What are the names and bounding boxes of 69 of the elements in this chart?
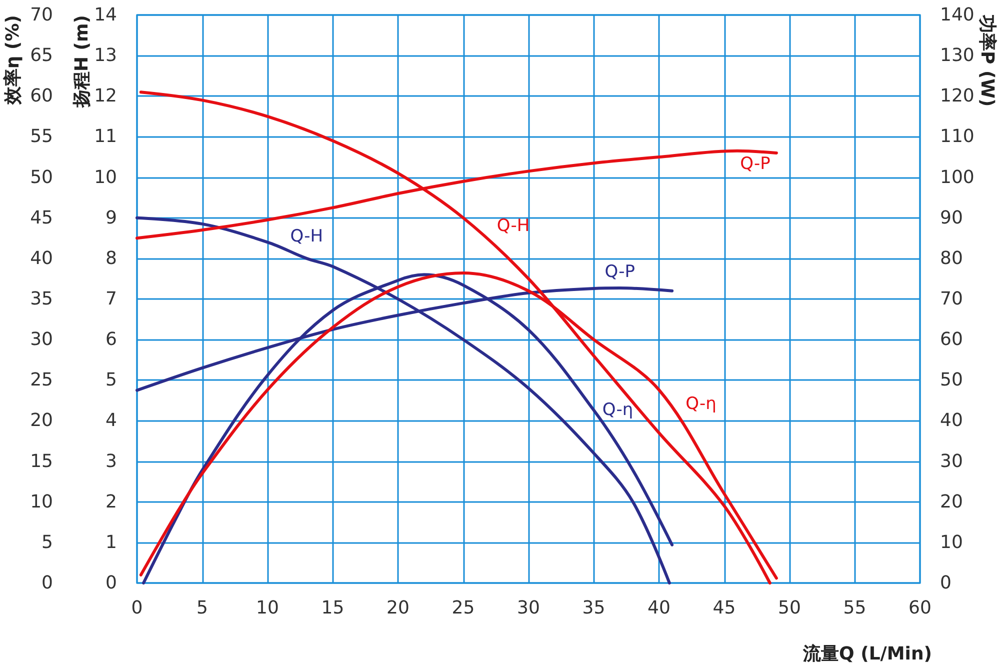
x-tick-label: 5	[196, 598, 208, 618]
y-tick-label: 13	[94, 45, 117, 66]
x-tick-label: 10	[256, 598, 279, 618]
y2-tick-label: 80	[940, 248, 963, 269]
y2-tick-label: 110	[940, 126, 974, 148]
y3-tick-label: 5	[42, 532, 53, 553]
y2-tick-label: 60	[940, 329, 963, 350]
y2-tick-label: 90	[940, 207, 963, 228]
y2-tick-label: 140	[940, 4, 974, 26]
y2-tick-label: 10	[940, 532, 963, 553]
y-tick-label: 3	[106, 450, 117, 472]
y2-tick-label: 130	[940, 45, 974, 66]
y-tick-label: 2	[106, 491, 117, 512]
y2-tick-label: 70	[940, 288, 963, 310]
y3-tick-label: 50	[30, 166, 53, 188]
y-tick-label: 5	[106, 370, 117, 391]
x-tick-label: 50	[778, 598, 801, 618]
y-tick-label: 11	[94, 126, 117, 148]
y2-tick-label: 40	[940, 410, 963, 432]
y-tick-label: 6	[106, 329, 117, 350]
y3-tick-label: 15	[30, 450, 53, 472]
y3-tick-label: 40	[30, 248, 53, 269]
line-series	[136, 216, 671, 584]
y-tick-label: 1	[106, 532, 117, 553]
y3-tick-label: 0	[42, 572, 53, 594]
series-label: Q-H	[290, 226, 324, 246]
y-tick-label: 7	[106, 288, 117, 310]
y3-tick-label: 70	[30, 4, 53, 26]
y3-tick-label: 35	[30, 288, 53, 310]
series-label: Q-H	[496, 216, 530, 236]
series-label: Q-P	[604, 262, 635, 282]
y-tick-label: 8	[106, 248, 117, 269]
y3-tick-label: 30	[30, 329, 53, 350]
y-tick-label: 0	[106, 572, 117, 594]
x-tick-label: 35	[582, 598, 606, 618]
y-tick-label: 14	[94, 4, 117, 26]
series-label: Q-η	[686, 394, 716, 414]
y3-tick-label: 25	[30, 370, 53, 391]
y3-tick-label: 65	[30, 45, 53, 66]
x-axis-title: 流量Q (L/Min)	[802, 644, 932, 664]
y2-tick-label: 50	[940, 370, 963, 391]
y-tick-label: 10	[94, 166, 117, 188]
y2-tick-label: 120	[940, 86, 974, 107]
y3-axis-title: 效率η (%)	[2, 15, 24, 106]
y2-axis-title: 功率P (W)	[976, 14, 998, 107]
y2-tick-label: 30	[940, 450, 963, 472]
y3-tick-label: 55	[30, 126, 53, 148]
y-tick-label: 9	[106, 207, 117, 228]
x-tick-label: 0	[131, 598, 143, 618]
x-tick-label: 15	[321, 598, 344, 618]
series-label: Q-P	[740, 154, 770, 174]
y3-tick-label: 20	[30, 410, 53, 432]
y2-tick-label: 20	[940, 491, 963, 512]
x-tick-label: 45	[712, 598, 736, 618]
x-tick-label: 25	[452, 598, 475, 618]
y2-tick-label: 100	[940, 166, 974, 188]
x-tick-label: 60	[908, 598, 932, 618]
series-label: Q-η	[602, 400, 634, 420]
x-tick-label: 20	[386, 598, 410, 618]
x-tick-label: 55	[843, 598, 866, 618]
y-axis-title: 扬程H (m)	[72, 15, 92, 109]
x-tick-label: 40	[648, 598, 670, 618]
y2-tick-label: 0	[940, 572, 952, 594]
x-tick-label: 30	[517, 598, 540, 618]
y-tick-label: 4	[106, 410, 117, 432]
y-tick-label: 12	[94, 86, 117, 107]
y3-tick-label: 60	[30, 86, 53, 107]
y3-tick-label: 45	[30, 207, 53, 228]
y3-tick-label: 10	[30, 491, 53, 512]
